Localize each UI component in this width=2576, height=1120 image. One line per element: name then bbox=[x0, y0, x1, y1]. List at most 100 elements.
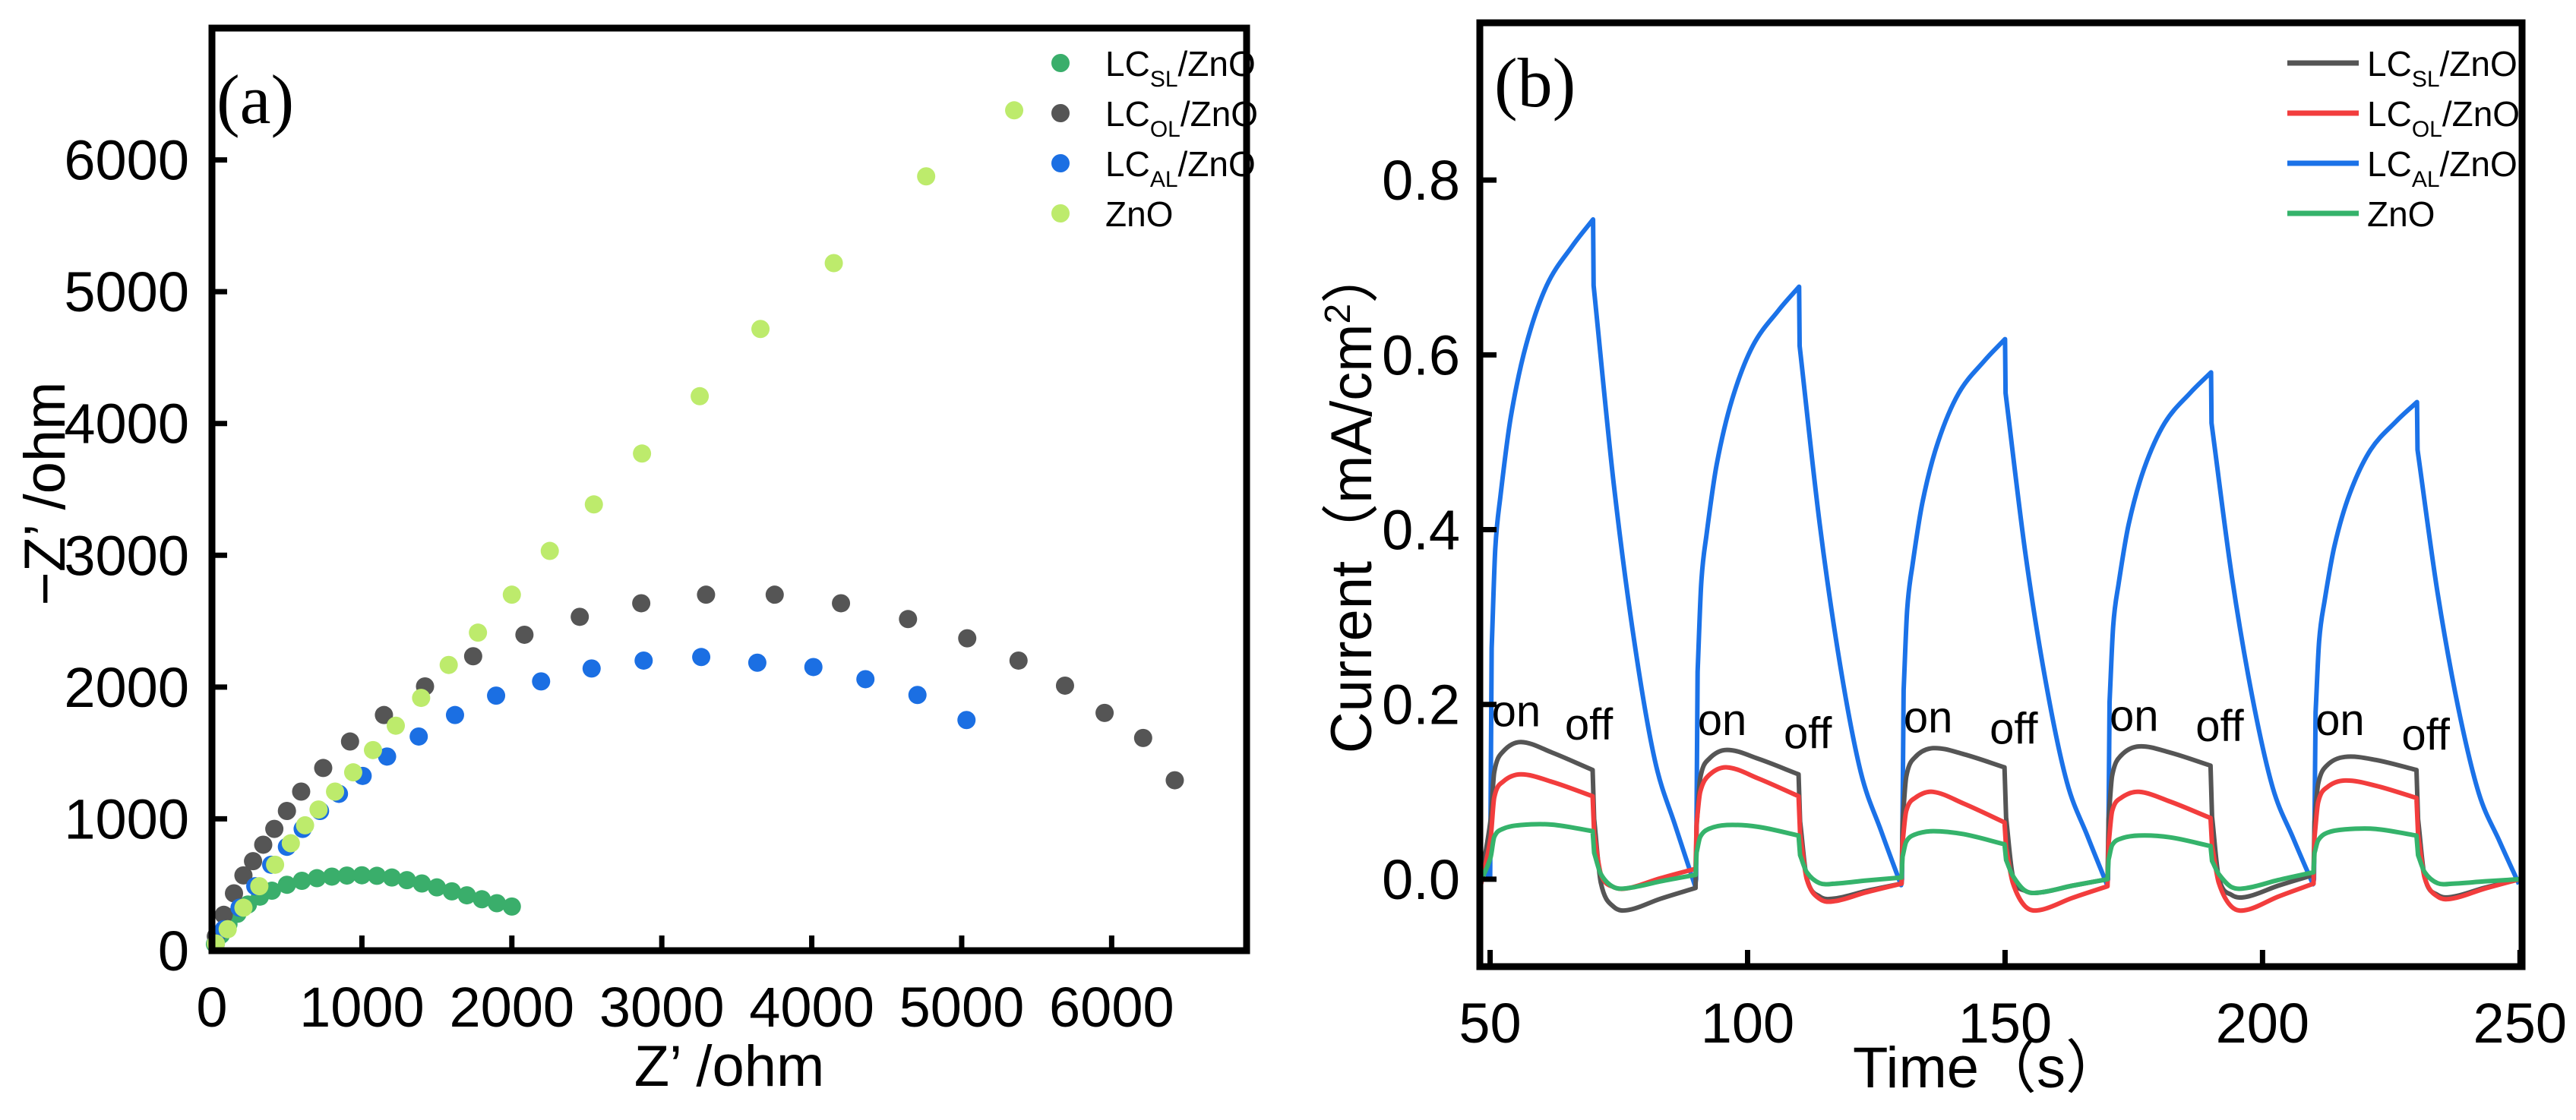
data-point bbox=[824, 254, 843, 273]
data-point bbox=[409, 727, 428, 746]
data-point bbox=[326, 782, 345, 801]
legend-label: LCAL/ZnO bbox=[1105, 144, 1256, 192]
x-tick-label: 1000 bbox=[299, 976, 425, 1039]
y-tick-label: 0.8 bbox=[1382, 149, 1460, 212]
legend-subscript: AL bbox=[2412, 167, 2440, 192]
legend-subscript: AL bbox=[1150, 167, 1178, 192]
data-point bbox=[515, 625, 534, 644]
y-axis-title-end: ） bbox=[1320, 246, 1384, 304]
data-point bbox=[378, 747, 397, 766]
data-point bbox=[457, 886, 476, 905]
annotation-off: off bbox=[1784, 708, 1832, 758]
legend-base: LC bbox=[1105, 94, 1150, 134]
x-axis-title: Time（s） bbox=[1853, 1036, 2123, 1100]
y-axis-title: −Z’ /ohm bbox=[13, 382, 77, 606]
data-point bbox=[540, 541, 559, 560]
legend-label: LCOL/ZnO bbox=[2367, 94, 2520, 142]
data-point bbox=[234, 866, 253, 885]
x-tick-label: 0 bbox=[196, 976, 227, 1039]
data-point bbox=[234, 898, 253, 917]
y-tick-label: 2000 bbox=[64, 656, 189, 719]
data-point bbox=[1133, 728, 1152, 747]
data-point bbox=[397, 871, 416, 890]
data-point bbox=[748, 653, 766, 672]
annotation-on: on bbox=[1492, 686, 1541, 736]
data-point bbox=[412, 689, 431, 708]
legend-suffix: /ZnO bbox=[1178, 144, 1256, 184]
data-point bbox=[917, 167, 936, 186]
data-point bbox=[532, 672, 551, 691]
data-point bbox=[218, 920, 237, 939]
data-point bbox=[343, 763, 362, 782]
data-point bbox=[266, 855, 285, 874]
legend-base: LC bbox=[2367, 144, 2412, 184]
data-point bbox=[281, 834, 300, 853]
data-point bbox=[363, 740, 382, 759]
data-point bbox=[582, 659, 601, 678]
data-point bbox=[765, 585, 784, 604]
data-point bbox=[856, 670, 875, 689]
x-tick-label: 2000 bbox=[449, 976, 574, 1039]
legend-marker bbox=[1051, 54, 1070, 72]
legend-marker bbox=[1051, 154, 1070, 172]
legend-subscript: OL bbox=[2412, 117, 2442, 142]
data-point bbox=[254, 835, 273, 854]
data-point bbox=[804, 658, 823, 677]
series-line-zno bbox=[1480, 822, 2520, 896]
x-tick-label: 3000 bbox=[599, 976, 725, 1039]
data-point bbox=[428, 878, 447, 897]
data-point bbox=[340, 732, 359, 751]
x-tick-label: 4000 bbox=[749, 976, 874, 1039]
annotation-off: off bbox=[2401, 711, 2450, 760]
legend-marker bbox=[1051, 204, 1070, 222]
legend-suffix: /ZnO bbox=[1181, 94, 1258, 134]
y-tick-label: 0.0 bbox=[1382, 848, 1460, 911]
legend-base: LC bbox=[2367, 94, 2412, 134]
data-point bbox=[214, 905, 233, 924]
data-point bbox=[473, 890, 491, 909]
legend-label: LCOL/ZnO bbox=[1105, 94, 1258, 142]
legend-label: ZnO bbox=[2367, 194, 2435, 234]
data-point bbox=[571, 607, 589, 626]
data-point bbox=[832, 594, 851, 613]
legend-suffix: /ZnO bbox=[2442, 94, 2520, 134]
data-point bbox=[632, 594, 651, 613]
data-point bbox=[751, 320, 770, 339]
legend-base: LC bbox=[1105, 144, 1150, 184]
data-point bbox=[1165, 771, 1184, 790]
series-zno bbox=[207, 101, 1024, 953]
y-axis-title: Current（mA/cm2） bbox=[1318, 246, 1384, 754]
x-tick-label: 100 bbox=[1701, 992, 1794, 1055]
data-point bbox=[697, 585, 716, 604]
x-tick-label: 200 bbox=[2216, 992, 2309, 1055]
legend-base: ZnO bbox=[1105, 194, 1173, 234]
data-point bbox=[908, 686, 927, 705]
data-point bbox=[1005, 101, 1024, 120]
data-point bbox=[584, 495, 603, 514]
data-point bbox=[337, 866, 356, 885]
legend-base: LC bbox=[2367, 44, 2412, 84]
y-tick-label: 6000 bbox=[64, 129, 189, 192]
y-tick-label: 4000 bbox=[64, 393, 189, 456]
legend-marker bbox=[1051, 104, 1070, 122]
legend-label: LCSL/ZnO bbox=[1105, 44, 1256, 92]
annotation-on: on bbox=[2110, 691, 2159, 740]
data-point bbox=[314, 759, 333, 778]
data-point bbox=[265, 819, 284, 838]
data-point bbox=[309, 800, 328, 819]
data-point bbox=[488, 894, 507, 913]
legend-label: ZnO bbox=[1105, 194, 1173, 234]
data-point bbox=[368, 866, 387, 885]
legend-base: ZnO bbox=[2367, 194, 2435, 234]
data-point bbox=[277, 875, 296, 894]
annotation-on: on bbox=[2315, 696, 2365, 745]
panel-a-nyquist-plot: 0 1000 2000 3000 4000 5000 6000 0 1000 2000 3000 40… bbox=[13, 24, 1258, 1099]
data-point bbox=[445, 705, 464, 724]
legend-label: LCAL/ZnO bbox=[2367, 144, 2518, 192]
data-point bbox=[469, 623, 488, 642]
legend-base: LC bbox=[1105, 44, 1150, 84]
annotation-on: on bbox=[1904, 693, 1953, 743]
data-point bbox=[463, 647, 482, 666]
